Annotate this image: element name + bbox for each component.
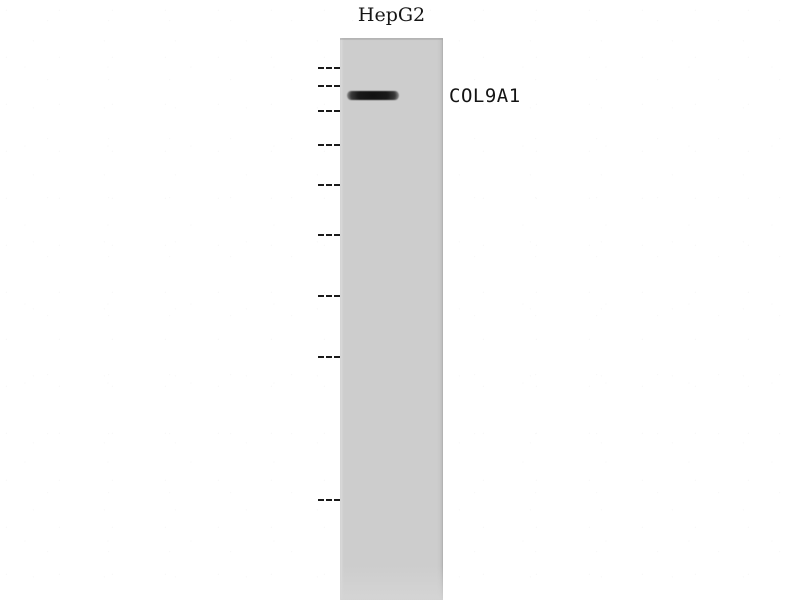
- lane-title-hepg2: HepG2: [357, 4, 426, 26]
- ladder-marker-tick: [318, 85, 340, 87]
- lane-top-edge: [340, 38, 443, 40]
- protein-band-col9a1: [347, 91, 399, 100]
- ladder-marker-tick: [318, 144, 340, 146]
- ladder-marker-tick: [318, 67, 340, 69]
- ladder-marker-tick: [318, 499, 340, 501]
- ladder-marker-tick: [318, 356, 340, 358]
- target-label-col9a1: COL9A1: [449, 85, 521, 107]
- ladder-marker-tick: [318, 234, 340, 236]
- blot-lane-hepg2: [340, 38, 443, 600]
- ladder-marker-tick: [318, 110, 340, 112]
- ladder-marker-tick: [318, 184, 340, 186]
- ladder-marker-tick: [318, 295, 340, 297]
